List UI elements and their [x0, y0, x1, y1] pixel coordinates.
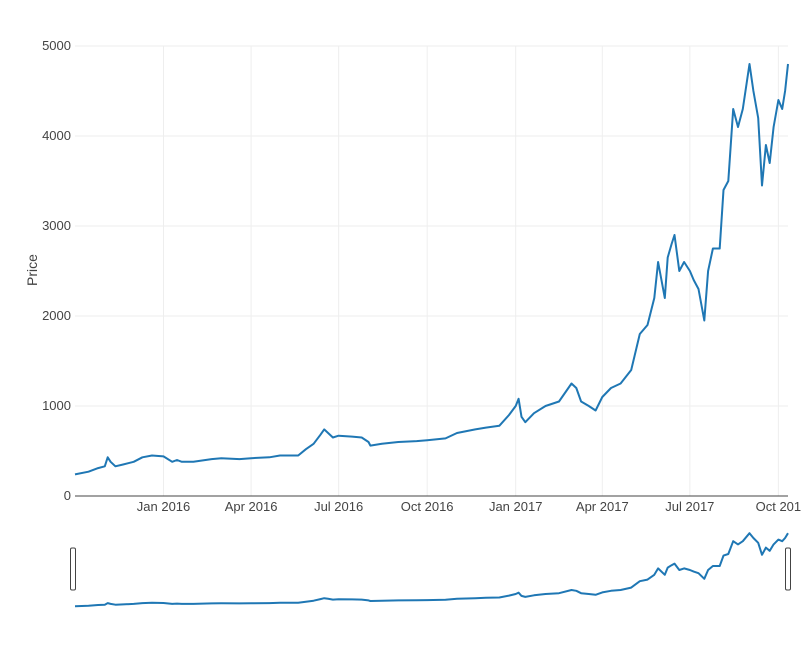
x-tick-label: Oct 2016 [401, 499, 454, 514]
x-tick-label: Jan 2017 [489, 499, 543, 514]
range-slider-right-handle[interactable] [785, 547, 791, 591]
range-slider[interactable] [70, 530, 791, 610]
x-tick-label: Apr 2016 [225, 499, 278, 514]
x-axis-ticks: Jan 2016 Apr 2016 Jul 2016 Oct 2016 Jan 2017… [137, 499, 801, 514]
x-tick-label: Jan 2016 [137, 499, 191, 514]
range-slider-series [74, 532, 789, 608]
x-tick-label: Oct 201 [756, 499, 802, 514]
main-series [74, 63, 789, 476]
y-tick-label: 0 [64, 488, 71, 503]
range-slider-line [74, 532, 789, 608]
x-tick-label: Jul 2017 [665, 499, 714, 514]
y-axis-ticks: 0 1000 2000 3000 4000 5000 [42, 38, 71, 503]
y-tick-label: 3000 [42, 218, 71, 233]
y-tick-label: 2000 [42, 308, 71, 323]
range-slider-background [75, 530, 788, 610]
y-tick-label: 1000 [42, 398, 71, 413]
x-tick-label: Jul 2016 [314, 499, 363, 514]
y-tick-label: 4000 [42, 128, 71, 143]
range-slider-grip[interactable] [785, 547, 791, 591]
x-tick-label: Apr 2017 [576, 499, 629, 514]
grid [75, 45, 788, 496]
y-axis-title: Price [24, 254, 40, 286]
range-slider-left-handle[interactable] [70, 547, 76, 591]
price-line [74, 63, 789, 476]
range-slider-grip[interactable] [70, 547, 76, 591]
y-tick-label: 5000 [42, 38, 71, 53]
